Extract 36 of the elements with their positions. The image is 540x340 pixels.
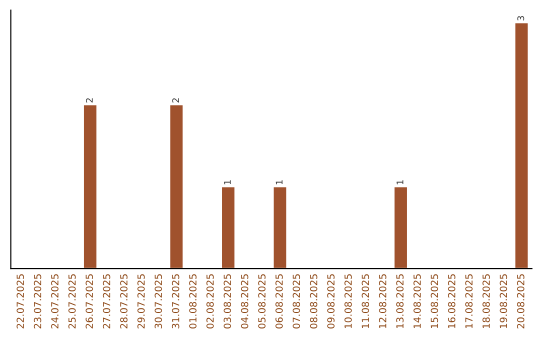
x-tick-label: 31.07.2025 xyxy=(172,274,180,328)
x-tick-label: 09.08.2025 xyxy=(327,274,335,328)
x-tick-label: 07.08.2025 xyxy=(292,274,300,328)
x-tick-label: 10.08.2025 xyxy=(344,274,352,328)
x-tick-label: 14.08.2025 xyxy=(413,274,421,328)
x-tick-label: 18.08.2025 xyxy=(482,274,490,328)
x-tick-label: 22.07.2025 xyxy=(16,274,24,328)
x-tick-label: 15.08.2025 xyxy=(430,274,438,328)
x-tick-label: 19.08.2025 xyxy=(500,274,508,328)
data-label: 1 xyxy=(396,180,404,184)
x-tick-label: 04.08.2025 xyxy=(240,274,248,328)
data-label: 1 xyxy=(224,180,231,184)
x-tick-label: 03.08.2025 xyxy=(224,274,232,328)
data-label: 2 xyxy=(172,98,179,102)
x-tick-label: 06.08.2025 xyxy=(275,274,283,328)
x-tick-label: 26.07.2025 xyxy=(86,274,93,328)
data-label: 3 xyxy=(517,16,524,20)
x-tick-label: 05.08.2025 xyxy=(258,274,266,328)
data-label: 1 xyxy=(276,180,282,184)
x-tick-label: 24.07.2025 xyxy=(51,274,58,328)
x-tick-label: 13.08.2025 xyxy=(396,274,404,328)
x-tick-label: 27.07.2025 xyxy=(102,274,110,328)
x-tick-label: 20.08.2025 xyxy=(517,274,524,328)
x-tick-label: 12.08.2025 xyxy=(378,274,386,328)
x-tick-label: 29.07.2025 xyxy=(137,274,145,328)
x-tick-label: 23.07.2025 xyxy=(34,274,42,328)
x-tick-label: 25.07.2025 xyxy=(68,274,76,328)
x-tick-label: 02.08.2025 xyxy=(206,274,214,328)
x-tick-label: 16.08.2025 xyxy=(448,274,456,328)
data-label: 2 xyxy=(86,98,93,102)
x-tick-label: 08.08.2025 xyxy=(310,274,318,328)
x-tick-label: 11.08.2025 xyxy=(362,274,370,328)
x-tick-label: 01.08.2025 xyxy=(189,274,197,328)
x-tick-label: 17.08.2025 xyxy=(465,274,473,328)
x-tick-label: 30.07.2025 xyxy=(154,274,162,328)
x-tick-label: 28.07.2025 xyxy=(120,274,128,328)
